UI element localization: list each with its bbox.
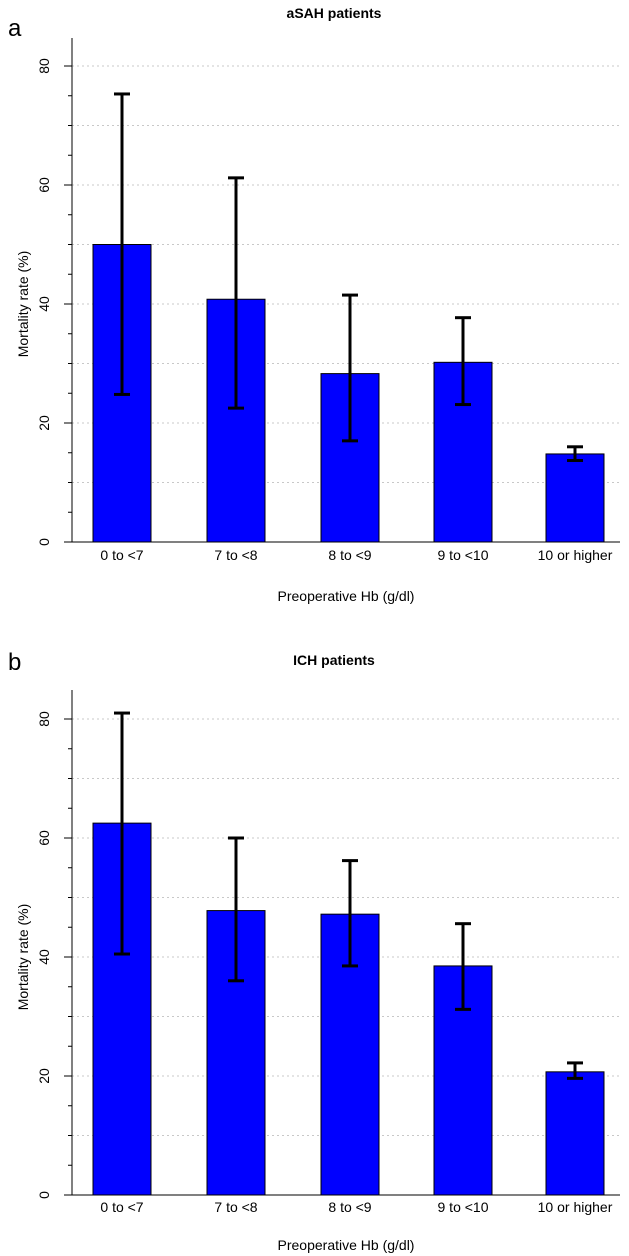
panel-letter: a — [8, 15, 22, 42]
bar — [545, 453, 605, 543]
y-tick-label: 60 — [36, 177, 52, 193]
panel-a: a aSAH patients 0 20 40 60 80 0 to <7 7 to <8 8 t… — [8, 5, 620, 604]
y-tick-label: 60 — [36, 830, 52, 846]
y-axis-label: Mortality rate (%) — [15, 251, 31, 358]
y-tick-label: 0 — [36, 1191, 52, 1199]
x-tick-label: 9 to <10 — [438, 1199, 489, 1215]
x-axis-label: Preoperative Hb (g/dl) — [278, 1237, 415, 1253]
x-tick-label: 7 to <8 — [214, 547, 257, 563]
x-tick-label: 0 to <7 — [100, 547, 143, 563]
y-tick-label: 20 — [36, 415, 52, 431]
x-axis-label: Preoperative Hb (g/dl) — [278, 588, 415, 604]
x-tick-label: 8 to <9 — [328, 547, 371, 563]
x-tick-label: 8 to <9 — [328, 1199, 371, 1215]
y-tick-label: 40 — [36, 949, 52, 965]
y-tick-label: 80 — [36, 58, 52, 74]
y-tick-label: 40 — [36, 296, 52, 312]
chart-title: aSAH patients — [287, 5, 382, 21]
panel-b: b ICH patients 0 20 40 60 80 0 to <7 7 to <8 8 to… — [8, 649, 620, 1253]
y-tick-label: 80 — [36, 711, 52, 727]
y-tick-label: 20 — [36, 1068, 52, 1084]
x-tick-label: 7 to <8 — [214, 1199, 257, 1215]
x-tick-label: 9 to <10 — [438, 547, 489, 563]
y-axis-label: Mortality rate (%) — [15, 904, 31, 1011]
y-tick-label: 0 — [36, 538, 52, 546]
x-tick-label: 10 or higher — [538, 547, 613, 563]
x-tick-label: 0 to <7 — [100, 1199, 143, 1215]
chart-title: ICH patients — [293, 652, 375, 668]
x-tick-label: 10 or higher — [538, 1199, 613, 1215]
bar — [545, 1071, 605, 1196]
panel-letter: b — [8, 649, 21, 676]
